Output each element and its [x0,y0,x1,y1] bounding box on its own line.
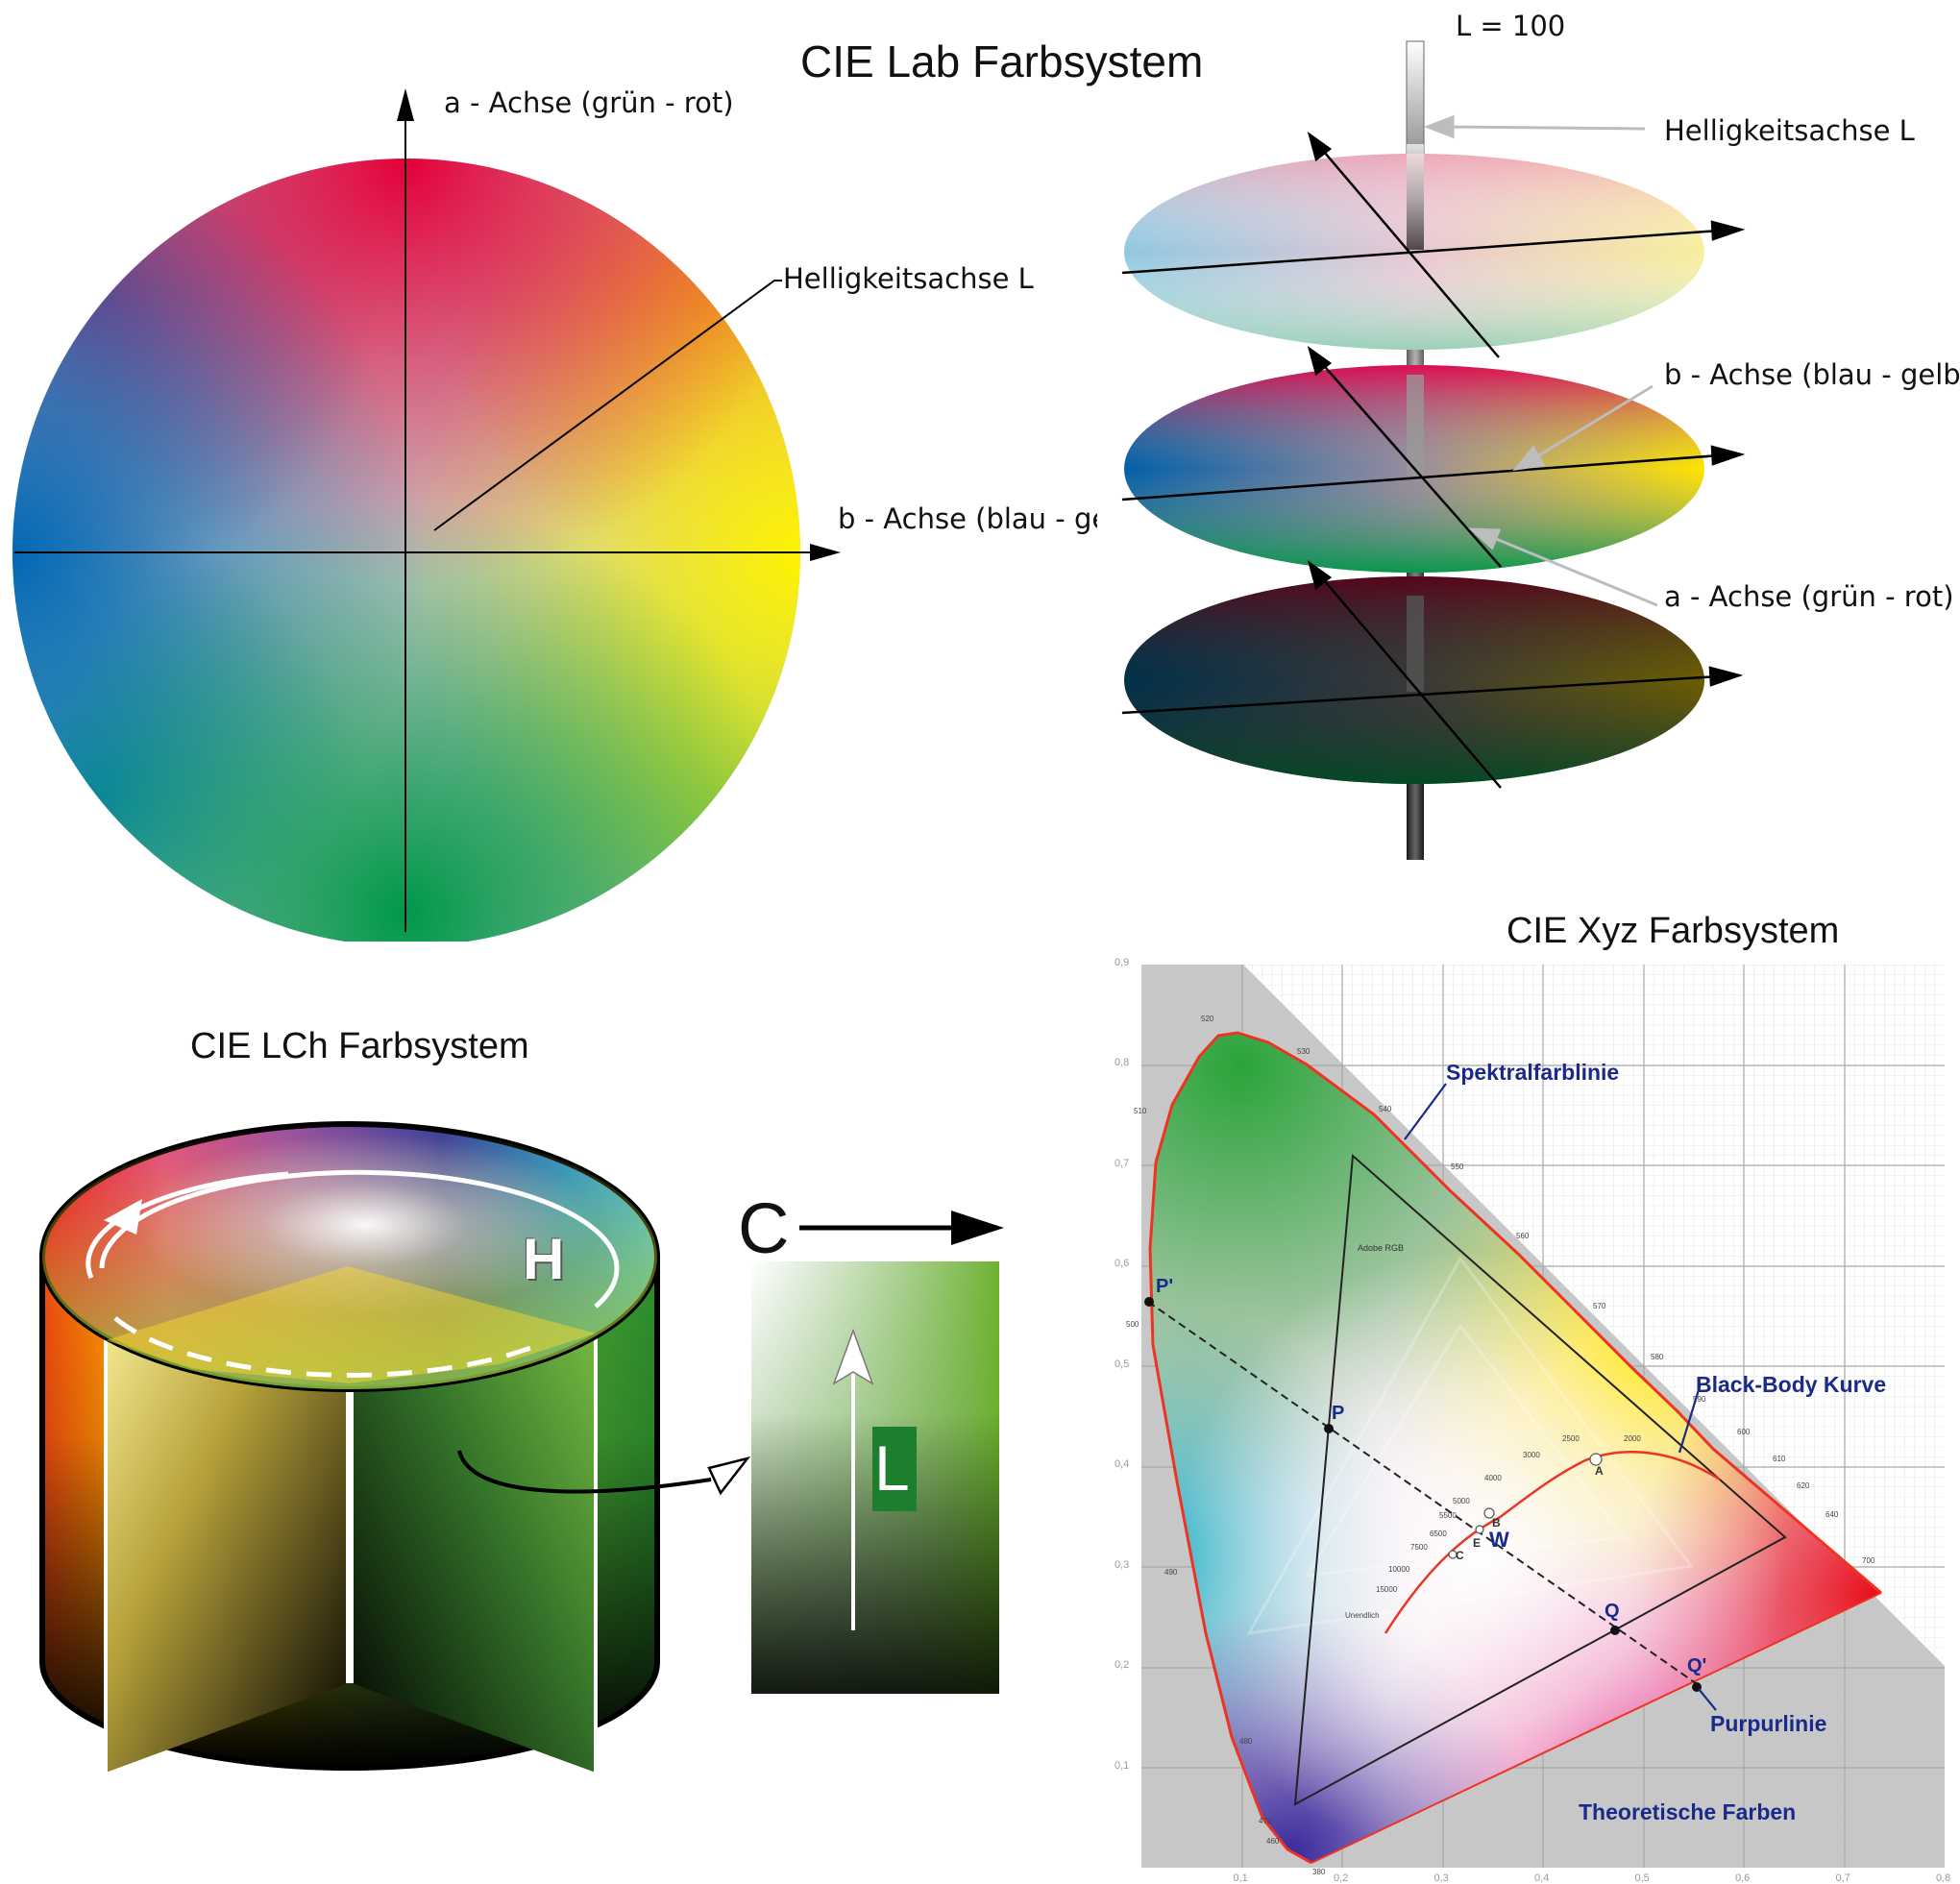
discs-l-axis-label: Helligkeitsachse L [1664,114,1915,147]
hue-label: H [523,1227,565,1291]
wavelength-label: 610 [1773,1455,1786,1463]
cutaway-left-face [106,1266,348,1773]
wavelength-label: 500 [1126,1320,1139,1329]
lch-title: CIE LCh Farbsystem [190,1026,529,1066]
wavelength-label: 600 [1737,1428,1751,1436]
sphere-l-axis-pointer [433,280,782,531]
wavelength-label: 540 [1379,1105,1392,1113]
lab-title: CIE Lab Farbsystem [800,37,1204,86]
wavelength-label: 640 [1825,1510,1839,1519]
adobe-rgb-label: Adobe RGB [1358,1243,1405,1253]
wavelength-label: 480 [1239,1737,1253,1746]
sphere-b-axis-arrowhead [810,544,841,561]
wavelength-label: 560 [1516,1232,1530,1240]
wavelength-label: 470 [1259,1817,1272,1825]
temperature-label: Unendlich [1345,1611,1380,1620]
point-c: C [1456,1549,1464,1562]
lch-cylinder-diagram [39,1121,1004,1773]
spectral-locus-label: Spektralfarblinie [1446,1060,1620,1085]
point-q: Q [1605,1601,1620,1622]
wavelength-label: 380 [1312,1868,1326,1876]
y-tick-label: 0,2 [1115,1659,1130,1671]
wavelength-label: 620 [1797,1481,1810,1490]
wavelength-label: 590 [1693,1395,1706,1404]
x-tick-label: 0,6 [1735,1872,1751,1884]
spectral-locus-line [1148,1031,1882,1865]
sphere-l-axis-label: Helligkeitsachse L [783,262,1034,295]
point-e: E [1473,1536,1482,1550]
temperature-label: 3000 [1523,1451,1540,1459]
temperature-label: 5000 [1453,1497,1470,1505]
cutaway-right-face [352,1266,596,1773]
xyz-title: CIE Xyz Farbsystem [1507,911,1840,951]
adobe-rgb-gamut [1293,1153,1787,1806]
discs-l-max-label: L = 100 [1456,10,1566,42]
temperature-label: 6500 [1430,1529,1447,1538]
sphere-b-axis-label: b - Achse (blau - gelk [838,502,1097,535]
lightness-label: L [874,1432,910,1504]
y-tick-label: 0,9 [1115,956,1130,968]
y-tick-label: 0,7 [1115,1157,1130,1169]
point-p: P [1332,1403,1345,1424]
point-q-prime: Q' [1687,1655,1707,1676]
wavelength-label: 580 [1651,1353,1664,1361]
point-p-prime: P' [1156,1276,1174,1297]
blackbody-label: Black-Body Kurve [1696,1372,1887,1397]
y-tick-label: 0,4 [1115,1458,1130,1470]
point-b: B [1492,1516,1501,1529]
xyz-chromaticity-diagram [1141,965,1945,1868]
wavelength-label: 520 [1201,1015,1214,1023]
temperature-label: 7500 [1410,1543,1428,1552]
temperature-label: 2500 [1562,1434,1580,1443]
x-tick-label: 0,8 [1936,1872,1951,1884]
theoretical-colors-label: Theoretische Farben [1579,1799,1797,1824]
sphere-a-axis-arrowhead [397,88,414,121]
y-tick-label: 0,8 [1115,1057,1130,1068]
temperature-label: 10000 [1388,1565,1410,1574]
wavelength-label: 530 [1297,1047,1311,1056]
chroma-label: C [738,1188,790,1268]
temperature-label: 15000 [1376,1585,1398,1594]
temperature-label: 4000 [1484,1474,1502,1482]
temperature-label: 5500 [1439,1511,1457,1520]
temperature-label: 2000 [1624,1434,1641,1443]
x-tick-label: 0,5 [1634,1872,1650,1884]
y-tick-label: 0,6 [1115,1258,1130,1269]
point-a: A [1595,1464,1604,1478]
x-tick-label: 0,1 [1233,1872,1248,1884]
x-tick-label: 0,3 [1433,1872,1449,1884]
wavelength-label: 490 [1164,1568,1178,1577]
x-tick-label: 0,7 [1835,1872,1850,1884]
y-tick-label: 0,3 [1115,1558,1130,1571]
purple-line [1311,1592,1882,1864]
x-tick-label: 0,4 [1534,1872,1550,1884]
x-tick-label: 0,2 [1334,1872,1349,1884]
lab-discs-diagram [1121,40,1746,860]
blackbody-curve [1384,1451,1721,1634]
sphere-a-axis-label: a - Achse (grün - rot) [444,86,734,119]
discs-b-axis-label: b - Achse (blau - gelb) [1664,358,1960,391]
y-tick-label: 0,5 [1115,1358,1130,1370]
point-w: W [1489,1528,1509,1552]
wavelength-label: 460 [1266,1837,1280,1846]
purple-line-label: Purpurlinie [1710,1711,1827,1736]
wavelength-label: 550 [1451,1162,1464,1171]
sphere-b-axis-label-text: b - Achse (blau - gelk [838,502,1097,535]
discs-a-axis-label: a - Achse (grün - rot) [1664,580,1954,613]
wavelength-label: 510 [1134,1107,1147,1115]
y-tick-label: 0,1 [1115,1759,1130,1772]
wavelength-label: 700 [1862,1556,1875,1565]
lab-sphere-diagram [12,88,841,942]
wavelength-label: 570 [1593,1302,1606,1310]
